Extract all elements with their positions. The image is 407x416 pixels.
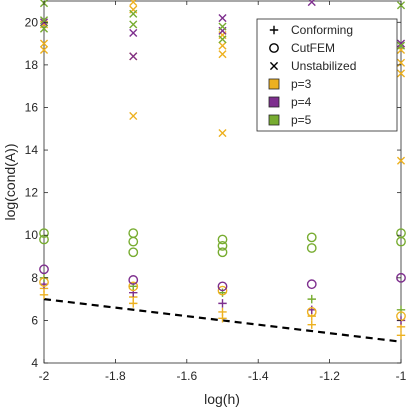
data-point (396, 41, 406, 50)
y-tick-label: 6 (31, 313, 38, 327)
data-point (129, 52, 138, 61)
data-point (129, 28, 138, 38)
data-point (218, 22, 227, 31)
data-point (129, 20, 138, 29)
y-tick-label: 10 (25, 228, 39, 242)
y-tick-label: 20 (25, 15, 39, 29)
legend: Conforming CutFEM Unstabilized p=3 p=4 p=5 (256, 18, 398, 132)
y-tick-label: 14 (25, 143, 39, 157)
x-tick-label: -1 (396, 369, 407, 383)
data-point (218, 299, 227, 308)
legend-label: p=4 (291, 95, 312, 109)
data-point (306, 232, 317, 243)
x-tick-label: -1.8 (105, 369, 126, 383)
data-point (39, 264, 49, 275)
data-point (128, 247, 139, 258)
data-point (307, 320, 316, 329)
data-point (217, 234, 228, 245)
data-point (218, 128, 227, 138)
legend-marker (268, 96, 280, 108)
legend-label: p=3 (291, 77, 312, 91)
data-point (39, 228, 49, 239)
data-point (128, 281, 139, 292)
data-point (396, 39, 406, 48)
legend-marker (269, 61, 279, 71)
legend-label: Unstabilized (291, 59, 356, 73)
data-point (306, 243, 317, 253)
data-point (396, 156, 406, 165)
data-point (218, 50, 227, 59)
data-point (396, 331, 406, 340)
data-point (306, 279, 317, 290)
data-point (396, 1, 406, 10)
legend-marker (269, 25, 279, 35)
marks-layer (39, 0, 406, 340)
x-tick-label: -1.4 (248, 369, 269, 383)
legend-box (256, 18, 398, 132)
data-point (218, 13, 227, 23)
data-point (218, 307, 227, 317)
legend-marker (269, 43, 279, 53)
data-point (307, 294, 316, 304)
data-point (396, 69, 406, 78)
data-point (128, 275, 139, 285)
data-point (306, 306, 317, 317)
data-point (39, 45, 49, 55)
data-point (128, 228, 139, 239)
legend-label: CutFEM (291, 41, 335, 55)
data-point (129, 0, 138, 7)
legend-marker (268, 114, 280, 126)
data-point (218, 35, 227, 44)
data-point (396, 272, 406, 283)
x-axis-label: log(h) (204, 391, 240, 407)
y-tick-label: 8 (31, 271, 38, 285)
data-point (39, 24, 49, 33)
y-tick-label: 12 (25, 186, 39, 200)
y-tick-label: 16 (25, 100, 39, 114)
data-point (129, 111, 138, 121)
data-point (39, 39, 49, 48)
data-point (217, 285, 228, 296)
legend-label: p=5 (291, 113, 312, 127)
y-axis-label: log(cond(A)) (2, 143, 18, 220)
y-tick-label: 18 (25, 58, 39, 72)
data-point (307, 0, 316, 7)
data-point (396, 228, 406, 239)
data-point (217, 247, 228, 258)
x-tick-label: -1.6 (176, 369, 197, 383)
ticks-layer: -2 -1.8 -1.6 -1.4 -1.2 -1 4 6 8 10 12 14 16 18 20 (25, 1, 407, 383)
legend-label: Conforming (291, 23, 353, 37)
data-point (307, 305, 316, 314)
data-point (217, 281, 228, 292)
y-tick-label: 4 (31, 356, 38, 370)
legend-marker (268, 78, 280, 90)
x-tick-label: -1.2 (319, 369, 340, 383)
x-tick-label: -2 (39, 369, 50, 383)
data-point (217, 240, 228, 251)
data-point (129, 9, 138, 18)
data-point (218, 41, 227, 50)
